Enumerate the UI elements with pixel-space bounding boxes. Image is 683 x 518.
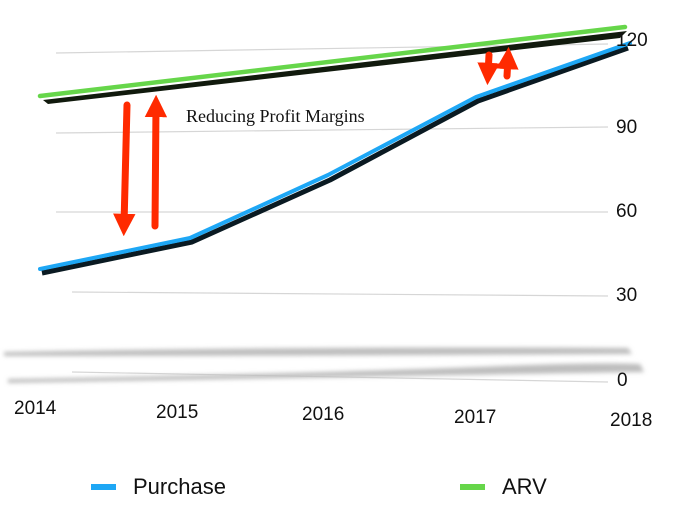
x-tick-2015: 2015 [156, 402, 199, 423]
x-tick-2014: 2014 [14, 398, 57, 419]
y-tick-90: 90 [616, 117, 638, 138]
x-tick-2016: 2016 [302, 404, 345, 425]
x-tick-2018: 2018 [610, 410, 653, 431]
gridlines [55, 43, 609, 383]
y-tick-0: 0 [617, 370, 628, 391]
margin-arrows [113, 46, 519, 237]
legend-swatch-purchase-icon [91, 484, 116, 490]
arrow-up-small [496, 46, 519, 80]
annotation-reducing-profit-margins: Reducing Profit Margins [186, 106, 365, 126]
arrow-down-small [477, 51, 500, 86]
gridline-90 [55, 126, 609, 134]
x-tick-2017: 2017 [454, 407, 497, 428]
legend-label-purchase: Purchase [133, 474, 226, 499]
floor-shadows [4, 347, 644, 383]
legend-item-purchase[interactable]: Purchase [91, 474, 226, 500]
y-tick-60: 60 [616, 201, 638, 222]
legend-swatch-arv-icon [460, 484, 485, 490]
series-arv [37, 24, 628, 104]
y-tick-30: 30 [616, 285, 638, 306]
arrow-down-large [113, 101, 136, 237]
y-tick-120: 120 [616, 30, 648, 51]
arrow-up-large [144, 94, 168, 230]
gridline-30 [71, 291, 609, 297]
series-purchase [38, 41, 632, 276]
legend-item-arv[interactable]: ARV [460, 474, 547, 500]
legend-label-arv: ARV [502, 474, 547, 499]
